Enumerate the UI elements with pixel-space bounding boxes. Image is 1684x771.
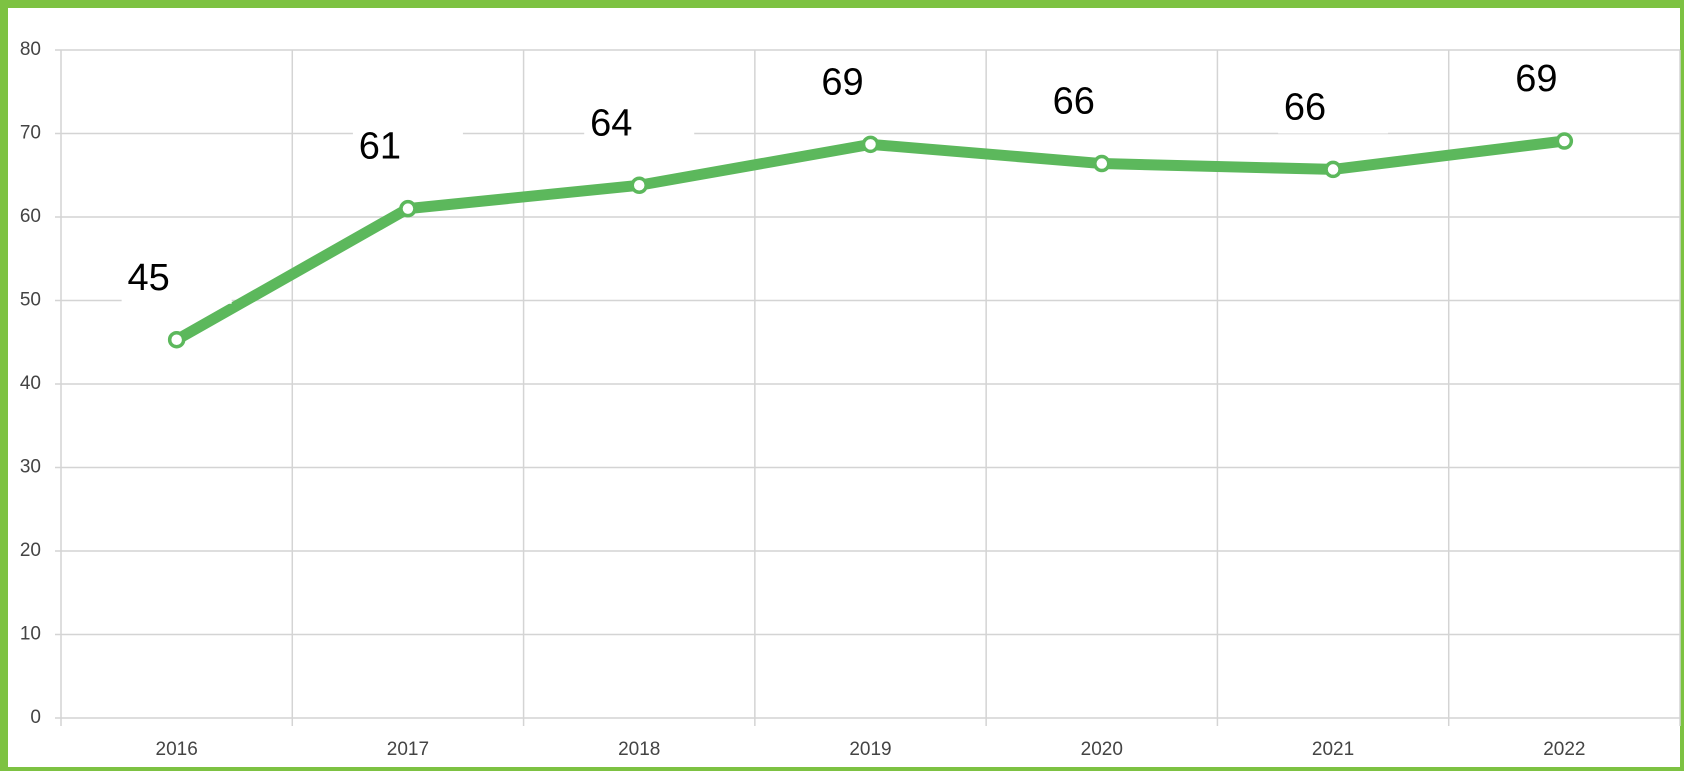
data-label: 61	[359, 126, 401, 168]
point	[630, 176, 648, 195]
y-tick-label: 50	[20, 290, 41, 311]
point	[1324, 160, 1342, 179]
x-tick-label: 2018	[618, 739, 660, 760]
data-label: 45	[128, 257, 170, 299]
y-tick-label: 0	[30, 707, 41, 728]
x-tick-label: 2022	[1543, 739, 1585, 760]
label-bg	[1278, 85, 1389, 134]
point	[399, 199, 417, 218]
y-tick-label: 60	[20, 206, 41, 227]
y-tick-label: 70	[20, 123, 41, 144]
y-tick-label: 10	[20, 624, 41, 645]
label-bg	[352, 124, 463, 173]
x-tick-label: 2017	[387, 739, 429, 760]
label-bg	[815, 60, 926, 109]
data-label: 69	[1515, 58, 1557, 100]
data-label: 64	[590, 102, 632, 144]
label-bg	[584, 101, 695, 150]
x-tick-label: 2016	[156, 739, 198, 760]
y-tick-label: 20	[20, 540, 41, 561]
y-tick-label: 30	[20, 457, 41, 478]
label-bg	[121, 255, 232, 304]
y-tick-label: 80	[20, 39, 41, 60]
x-tick-label: 2021	[1312, 739, 1354, 760]
label-bg	[1509, 57, 1620, 106]
point	[1093, 154, 1111, 173]
point	[861, 135, 880, 154]
y-tick-label: 40	[20, 373, 41, 394]
label-bg	[1046, 79, 1157, 128]
x-tick-label: 2020	[1081, 739, 1123, 760]
point	[1555, 132, 1574, 150]
data-label: 69	[821, 61, 863, 103]
x-tick-label: 2019	[849, 739, 891, 760]
data-label: 66	[1053, 81, 1095, 123]
point	[167, 330, 186, 349]
data-label: 66	[1284, 86, 1326, 128]
